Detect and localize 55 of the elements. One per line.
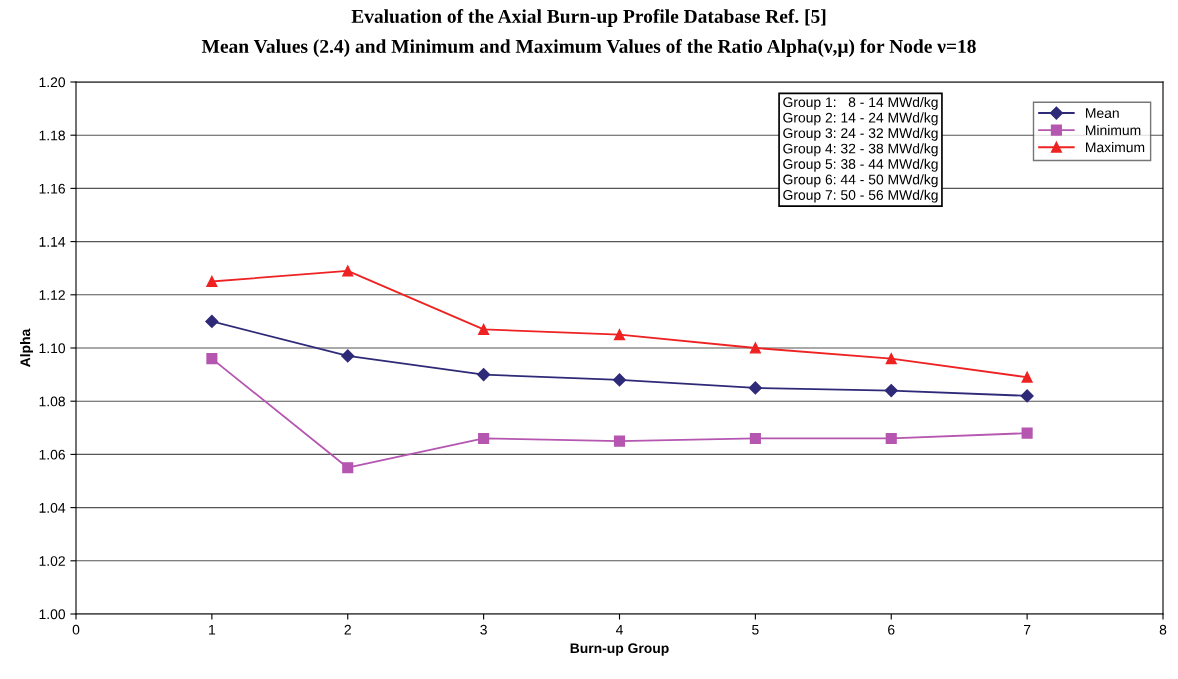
point <box>206 353 218 365</box>
point <box>205 314 219 328</box>
point <box>1021 427 1033 439</box>
annotation: Group 1: 8 - 14 MWd/kg <box>783 96 938 110</box>
x-axis-title: Burn-up Group <box>570 643 669 656</box>
point <box>477 368 491 382</box>
x-tick-label: 4 <box>615 624 623 635</box>
y-tick-label: 1.00 <box>39 609 66 620</box>
point <box>884 383 898 398</box>
annotation: Group 7: 50 - 56 MWd/kg <box>783 189 938 203</box>
x-tick-label: 5 <box>752 624 759 635</box>
chart-subtitle: Mean Values (2.4) and Minimum and Maximum Values of the Ratio Alpha(ν,μ) for Node ν=18 <box>201 39 976 57</box>
x-tick-label: 7 <box>1023 624 1031 635</box>
x-tick-label: 2 <box>344 624 351 635</box>
point <box>1021 371 1033 383</box>
x-tick-label: 3 <box>480 624 487 635</box>
x-tick-label: 0 <box>72 624 80 635</box>
y-tick-label: 1.18 <box>39 130 65 141</box>
point <box>1020 389 1034 403</box>
annotation: Group 3: 24 - 32 MWd/kg <box>783 127 938 141</box>
point <box>342 462 354 474</box>
point <box>342 265 354 277</box>
annotation: Group 4: 32 - 38 MWd/kg <box>783 143 938 157</box>
point <box>341 349 355 363</box>
point <box>478 432 490 444</box>
y-tick-label: 1.02 <box>39 556 65 566</box>
point <box>206 275 218 288</box>
point <box>885 353 897 365</box>
y-tick-label: 1.04 <box>39 502 66 513</box>
y-tick-label: 1.20 <box>39 77 66 88</box>
y-tick-label: 1.16 <box>39 183 65 194</box>
y-tick-label: 1.12 <box>39 290 65 300</box>
y-tick-label: 1.06 <box>39 449 65 460</box>
chart-title: Evaluation of the Axial Burn-up Profile Database Ref. [5] <box>351 9 826 27</box>
x-tick-label: 6 <box>888 624 895 635</box>
point <box>748 381 762 395</box>
point <box>478 323 490 335</box>
point <box>612 373 627 387</box>
annotation: Group 6: 44 - 50 MWd/kg <box>783 174 938 188</box>
legend-label: Minimum <box>1086 124 1141 136</box>
x-tick-label: 8 <box>1159 624 1167 635</box>
y-axis-title: Alpha <box>20 328 33 367</box>
y-tick-label: 1.14 <box>39 237 66 247</box>
point <box>749 342 761 354</box>
y-tick-label: 1.08 <box>39 396 65 407</box>
legend-label: Maximum <box>1086 142 1145 153</box>
point <box>613 435 626 447</box>
annotation: Group 5: 38 - 44 MWd/kg <box>783 158 938 172</box>
legend-label: Mean <box>1086 108 1119 118</box>
annotation: Group 2: 14 - 24 MWd/kg <box>783 112 938 126</box>
y-tick-label: 1.10 <box>39 343 66 354</box>
point <box>749 432 761 444</box>
point <box>613 329 626 341</box>
point <box>885 432 897 444</box>
x-tick-label: 1 <box>209 624 216 635</box>
